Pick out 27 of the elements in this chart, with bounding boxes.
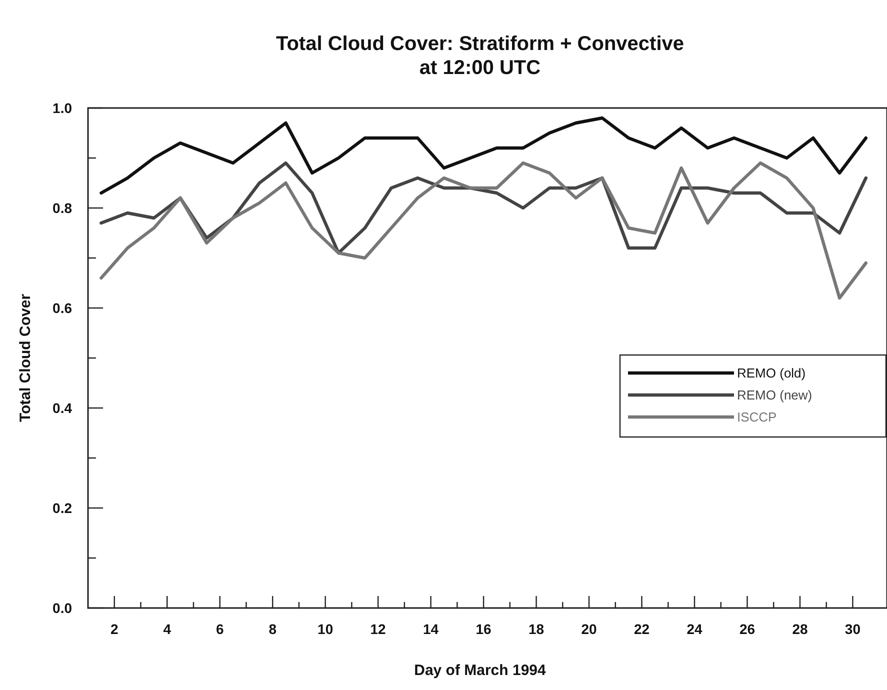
- y-tick-label: 0.6: [52, 300, 72, 316]
- text: REMO (old): [737, 366, 806, 381]
- y-tick-label: 0.0: [52, 600, 72, 616]
- chart-title: Total Cloud Cover: Stratiform + Convective at 12:00 UTC: [276, 33, 684, 79]
- x-tick-label: 14: [423, 621, 439, 637]
- x-tick-label: 22: [634, 621, 650, 637]
- y-axis-title: Total Cloud Cover: [17, 294, 34, 422]
- x-tick-label: 18: [528, 621, 544, 637]
- x-tick-label: 26: [739, 621, 756, 637]
- x-tick-label: 30: [844, 621, 861, 637]
- x-tick-label: 28: [792, 621, 808, 637]
- text: ISCCP: [737, 410, 777, 425]
- x-axis-title: Day of March 1994: [414, 662, 547, 679]
- x-tick-label: 24: [686, 621, 702, 637]
- y-tick-label: 0.4: [52, 400, 72, 416]
- y-tick-label: 0.8: [52, 200, 72, 216]
- x-tick-label: 16: [476, 621, 492, 637]
- x-tick-label: 2: [110, 621, 118, 637]
- x-tick-label: 12: [370, 621, 386, 637]
- x-tick-label: 10: [318, 621, 334, 637]
- x-tick-label: 6: [216, 621, 224, 637]
- y-tick-label: 1.0: [52, 100, 72, 116]
- x-tick-label: 4: [163, 621, 172, 637]
- x-tick-label: 8: [268, 621, 277, 637]
- y-tick-label: 0.2: [52, 500, 72, 516]
- x-tick-label: 20: [581, 621, 598, 637]
- text: REMO (new): [737, 388, 812, 403]
